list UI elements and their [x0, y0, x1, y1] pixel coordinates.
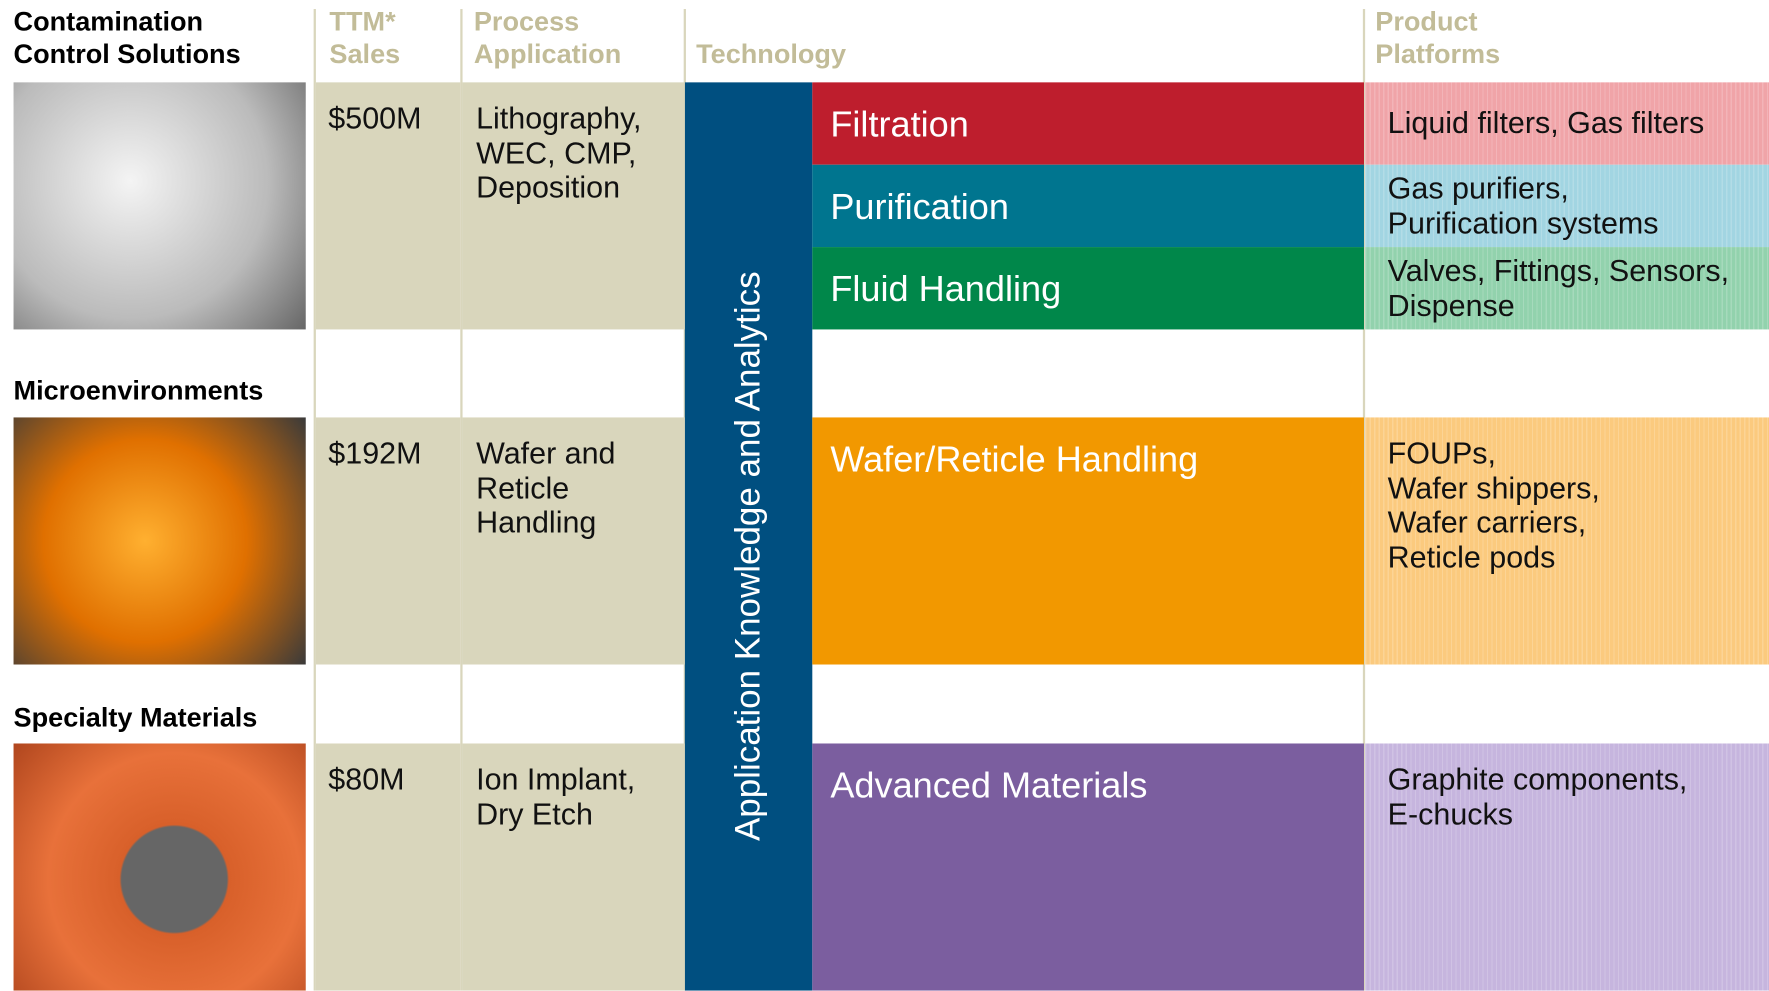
text-line: FOUPs, — [1387, 436, 1497, 471]
platforms: Liquid filters, Gas filters — [1388, 106, 1705, 140]
technology: Filtration — [830, 103, 969, 144]
divider — [460, 9, 463, 991]
process-cell — [462, 743, 685, 991]
column-header: Product Platforms — [1375, 6, 1500, 71]
technology: Fluid Handling — [830, 267, 1062, 309]
process-cell — [462, 417, 685, 665]
text-line: Wafer shippers, — [1387, 471, 1600, 505]
text-line: Wafer and — [476, 436, 616, 471]
segment-name: Microenvironments — [14, 375, 264, 408]
divider — [1362, 9, 1366, 991]
technology-cell — [812, 164, 1364, 248]
text-line: TTM* — [329, 6, 396, 38]
text-line: WEC, CMP, — [476, 135, 637, 170]
text-line: E-chucks — [1387, 797, 1513, 831]
sales-cell — [315, 417, 461, 665]
text-line: Wafer carriers, — [1387, 505, 1587, 540]
sales: $500M — [328, 101, 422, 136]
technology: Purification — [830, 185, 1009, 227]
sales-cell — [315, 743, 461, 991]
technology-cell — [812, 247, 1364, 330]
text-line: Graphite components, — [1387, 762, 1688, 797]
column-header: Technology — [696, 38, 846, 71]
knowledge-band — [684, 82, 813, 991]
process: Lithography, WEC, CMP, Deposition — [476, 102, 641, 205]
text-line: Microenvironments — [13, 375, 264, 407]
text-line: Sales — [329, 39, 401, 70]
text-line: Liquid filters, Gas filters — [1387, 106, 1705, 141]
technology-cell — [812, 82, 1364, 165]
text-line: Contamination — [13, 6, 204, 38]
technology-cell — [812, 743, 1364, 991]
text-line: Process — [473, 6, 580, 38]
segment-name: Specialty Materials — [14, 702, 258, 735]
sales-cell — [315, 82, 461, 330]
text-line: Application — [473, 39, 622, 70]
platform-cell — [1365, 743, 1769, 991]
platforms: Graphite components, E-chucks — [1388, 763, 1688, 832]
text-line: Reticle pods — [1387, 539, 1556, 574]
text-line: Ion Implant, — [476, 762, 636, 797]
text-line: Dry Etch — [476, 797, 593, 831]
text-line: Purification systems — [1387, 205, 1659, 240]
column-header: TTM* Sales — [329, 6, 400, 71]
process-cell — [462, 82, 685, 330]
segment-photo — [13, 82, 306, 330]
text-line: Dispense — [1387, 288, 1515, 323]
process: Wafer and Reticle Handling — [476, 437, 615, 540]
platform-cell — [1365, 247, 1769, 330]
platform-cell — [1365, 82, 1769, 165]
text-line: Technology — [696, 39, 847, 70]
text-line: Lithography, — [476, 101, 642, 136]
text-line: Handling — [476, 505, 597, 540]
divider — [313, 9, 316, 991]
sales: $192M — [328, 436, 422, 471]
technology: Advanced Materials — [830, 764, 1148, 806]
text-line: Product — [1375, 6, 1478, 38]
platforms: Gas purifiers, Purification systems — [1388, 171, 1659, 240]
technology: Wafer/Reticle Handling — [830, 438, 1199, 480]
platform-cell — [1365, 164, 1769, 248]
platform-cell — [1365, 417, 1769, 665]
column-header: Process Application — [474, 6, 621, 71]
text-line: Deposition — [476, 170, 621, 205]
text-line: Valves, Fittings, Sensors, — [1387, 253, 1730, 288]
text-line: Platforms — [1375, 39, 1501, 70]
text-line: Control Solutions — [13, 39, 241, 70]
segment-name: Contamination Control Solutions — [14, 6, 241, 71]
text-line: Gas purifiers, — [1387, 171, 1569, 206]
process: Ion Implant, Dry Etch — [476, 763, 635, 832]
segment-photo — [13, 743, 306, 991]
technology-cell — [812, 417, 1364, 665]
platforms: Valves, Fittings, Sensors, Dispense — [1388, 254, 1729, 323]
platforms: FOUPs, Wafer shippers, Wafer carriers, Reti… — [1388, 437, 1600, 575]
band-label: Application Knowledge and Analytics — [727, 271, 768, 842]
sales: $80M — [328, 762, 405, 797]
segment-photo — [13, 417, 306, 665]
text-line: Specialty Materials — [13, 702, 258, 734]
text-line: Reticle — [476, 471, 570, 505]
